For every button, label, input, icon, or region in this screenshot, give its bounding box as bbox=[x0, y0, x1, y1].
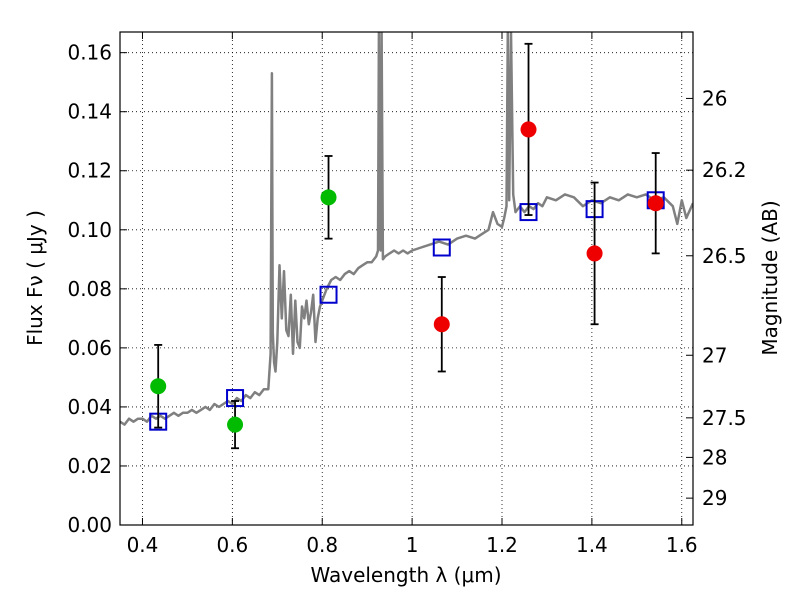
observed-flux-point bbox=[647, 195, 664, 212]
x-tick-label: 1 bbox=[406, 533, 419, 557]
y-tick-label: 0.04 bbox=[67, 395, 112, 419]
y-right-tick-label: 26.2 bbox=[702, 158, 747, 182]
y-right-tick-label: 27.5 bbox=[702, 406, 747, 430]
spectrum-layer bbox=[120, 32, 693, 426]
plot-frame bbox=[119, 31, 694, 526]
y-tick-label: 0.14 bbox=[67, 100, 112, 124]
y-tick-label: 0.06 bbox=[67, 336, 112, 360]
axes: 0.4 0.6 0.8 1 1.2 1.4 1.6 0.00 0.02 0.04 0.06 0.08 0… bbox=[67, 32, 747, 557]
x-tick-label: 0.6 bbox=[216, 533, 248, 557]
y-tick-label: 0.12 bbox=[67, 159, 112, 183]
y-tick-label: 0.16 bbox=[67, 41, 112, 65]
y-tick-label: 0.08 bbox=[67, 277, 112, 301]
x-tick-label: 1.4 bbox=[576, 533, 608, 557]
x-tick-label: 1.2 bbox=[486, 533, 518, 557]
observed-flux-point bbox=[586, 245, 603, 262]
x-tick-label: 1.6 bbox=[666, 533, 698, 557]
y-right-tick-label: 26 bbox=[702, 86, 727, 110]
spectrum-line bbox=[120, 32, 693, 426]
y-right-tick-label: 26.5 bbox=[702, 244, 747, 268]
model-photometry-square bbox=[319, 285, 338, 304]
observed-flux-point bbox=[320, 189, 337, 206]
y-tick-label: 0.10 bbox=[67, 218, 112, 242]
grid bbox=[120, 32, 693, 526]
observed-flux-point bbox=[433, 316, 450, 333]
x-tick-label: 0.4 bbox=[127, 533, 159, 557]
y-axis-label: Flux Fν ( μJy ) bbox=[23, 210, 47, 346]
observed-flux-point bbox=[227, 416, 244, 433]
x-axis-label: Wavelength λ (μm) bbox=[310, 563, 501, 587]
y-right-tick-label: 27 bbox=[702, 343, 727, 367]
model-photometry-square bbox=[432, 238, 451, 257]
observed-flux-point bbox=[150, 378, 167, 395]
y-right-tick-label: 28 bbox=[702, 445, 727, 469]
observed-flux-point bbox=[520, 121, 537, 138]
y-axis-right-label: Magnitude (AB) bbox=[758, 200, 782, 355]
y-tick-label: 0.00 bbox=[67, 513, 112, 537]
y-right-tick-label: 29 bbox=[702, 486, 727, 510]
x-tick-label: 0.8 bbox=[306, 533, 338, 557]
marker-layer bbox=[149, 42, 665, 450]
y-tick-label: 0.02 bbox=[67, 454, 112, 478]
